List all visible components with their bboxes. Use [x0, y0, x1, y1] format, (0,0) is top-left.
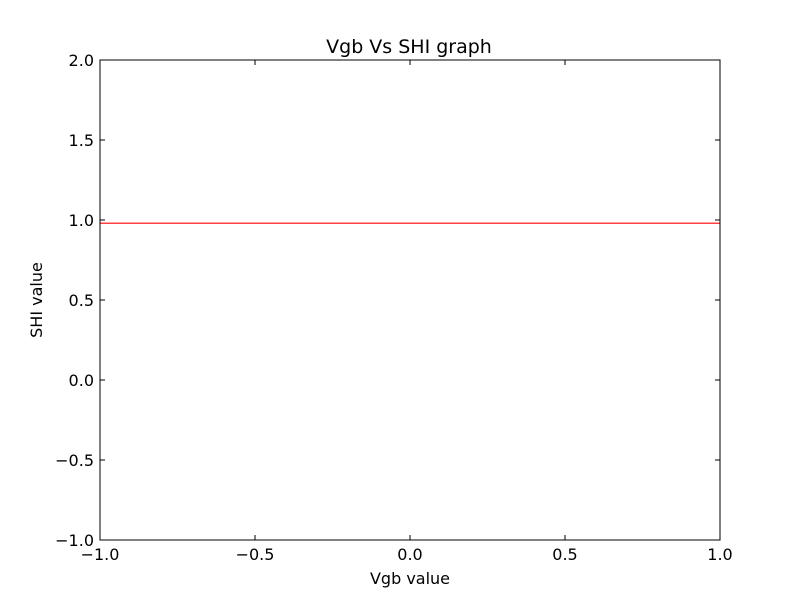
y-tick-label-2: 0.0: [69, 371, 94, 390]
x-tick-label-2: 0.0: [397, 545, 422, 564]
x-tick-label-0: −1.0: [81, 545, 120, 564]
y-axis-ticks: −1.0 −0.5 0.0 0.5 1.0 1.5 2.0: [55, 51, 720, 550]
x-axis-ticks: −1.0 −0.5 0.0 0.5 1.0: [81, 60, 733, 564]
chart-title: Vgb Vs SHI graph: [326, 36, 492, 58]
x-tick-label-4: 1.0: [707, 545, 732, 564]
y-tick-label-6: 2.0: [69, 51, 94, 70]
y-tick-label-4: 1.0: [69, 211, 94, 230]
y-tick-label-1: −0.5: [55, 451, 94, 470]
y-tick-label-5: 1.5: [69, 131, 94, 150]
x-axis-label: Vgb value: [370, 569, 450, 588]
y-tick-label-0: −1.0: [55, 531, 94, 550]
y-tick-label-3: 0.5: [69, 291, 94, 310]
plot-frame: [99, 59, 721, 541]
y-axis-label: SHI value: [27, 262, 46, 338]
x-tick-label-1: −0.5: [236, 545, 275, 564]
x-tick-label-3: 0.5: [552, 545, 577, 564]
